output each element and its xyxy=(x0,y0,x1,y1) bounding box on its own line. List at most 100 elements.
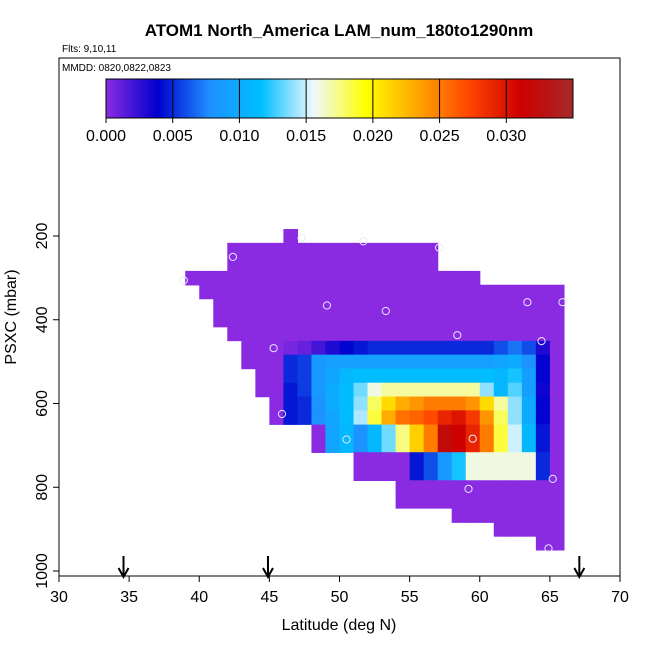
heatmap-cell xyxy=(549,452,565,467)
heatmap-cell xyxy=(437,396,453,412)
heatmap-cell xyxy=(423,312,439,328)
heatmap-cell xyxy=(255,270,270,286)
heatmap-cell xyxy=(549,522,565,537)
flight-point xyxy=(228,252,237,261)
heatmap-cell xyxy=(465,382,481,398)
heatmap-cell xyxy=(479,284,495,300)
heatmap-cell xyxy=(423,424,439,440)
heatmap-cell xyxy=(493,494,509,509)
heatmap-cell xyxy=(339,382,355,398)
heatmap-cell xyxy=(339,312,355,328)
heatmap-cell xyxy=(437,340,453,356)
heatmap-cell xyxy=(493,368,509,384)
heatmap-cell xyxy=(423,480,439,495)
heatmap-cell xyxy=(535,410,551,425)
x-axis-label: Latitude (deg N) xyxy=(282,617,397,634)
heatmap-cell xyxy=(213,298,228,314)
heatmap-cell xyxy=(367,354,383,370)
heatmap-cell xyxy=(381,368,397,384)
heatmap-cell xyxy=(311,354,327,370)
colorbar-bar xyxy=(105,78,574,119)
heatmap-cell xyxy=(395,368,411,384)
heatmap-cell xyxy=(409,340,425,356)
heatmap-cell xyxy=(479,298,495,314)
heatmap-cell xyxy=(297,270,313,286)
heatmap-cell xyxy=(409,242,425,258)
heatmap-cell xyxy=(465,396,481,412)
heatmap-cell xyxy=(395,284,411,300)
heatmap-cell xyxy=(549,508,565,523)
heatmap-cell xyxy=(283,410,299,425)
heatmap-cell xyxy=(283,312,299,328)
heatmap-cell xyxy=(283,298,299,314)
heatmap-cell xyxy=(269,368,284,384)
heatmap-cell xyxy=(311,242,327,258)
heatmap-cell xyxy=(409,284,425,300)
heatmap-cell xyxy=(227,312,242,328)
heatmap-cell xyxy=(521,312,537,328)
flight-point xyxy=(342,435,351,444)
heatmap-cell xyxy=(465,298,481,314)
flight-point xyxy=(544,544,553,553)
heatmap-cell xyxy=(437,312,453,328)
heatmap-cell xyxy=(535,354,551,370)
heatmap-cell xyxy=(549,466,565,481)
heatmap-cell xyxy=(465,284,481,300)
heatmap-cell xyxy=(381,382,397,398)
heatmap-cell xyxy=(339,368,355,384)
heatmap-cell xyxy=(507,410,523,425)
heatmap-cells xyxy=(185,229,565,551)
heatmap-cell xyxy=(241,242,256,258)
heatmap-cell xyxy=(381,257,397,272)
heatmap-cell xyxy=(325,242,341,258)
heatmap-cell xyxy=(367,410,383,425)
heatmap-cell xyxy=(465,424,481,440)
heatmap-cell xyxy=(367,242,383,258)
mmdd-note: MMDD: 0820,0822,0823 xyxy=(62,63,171,74)
heatmap-cell xyxy=(283,382,299,398)
heatmap-cell xyxy=(423,257,439,272)
heatmap-cell xyxy=(549,340,565,356)
heatmap-cell xyxy=(395,257,411,272)
heatmap-cell xyxy=(479,508,495,523)
heatmap-cell xyxy=(451,424,467,440)
heatmap-cell xyxy=(535,494,551,509)
heatmap-cell xyxy=(507,340,523,356)
y-tick-label: 1000 xyxy=(34,553,51,589)
heatmap-cell xyxy=(325,270,341,286)
heatmap-cell xyxy=(423,410,439,425)
heatmap-cell xyxy=(437,424,453,440)
heatmap-cell xyxy=(241,257,256,272)
heatmap-cell xyxy=(423,340,439,356)
x-tick-label: 60 xyxy=(471,589,489,606)
heatmap-cell xyxy=(437,284,453,300)
heatmap-cell xyxy=(381,312,397,328)
heatmap-cell xyxy=(339,284,355,300)
heatmap-cell xyxy=(283,284,299,300)
heatmap-cell xyxy=(353,284,369,300)
heatmap-cell xyxy=(353,326,369,342)
heatmap-cell xyxy=(241,284,256,300)
colorbar-tick-label: 0.010 xyxy=(219,128,259,145)
heatmap-cell xyxy=(535,382,551,398)
y-tick-label: 400 xyxy=(34,306,51,333)
heatmap-cell xyxy=(507,494,523,509)
heatmap-cell xyxy=(409,257,425,272)
heatmap-cell xyxy=(507,312,523,328)
heatmap-cell xyxy=(325,326,341,342)
heatmap-cell xyxy=(381,396,397,412)
heatmap-cell xyxy=(367,438,383,453)
flight-arrow-head xyxy=(262,567,274,580)
heatmap-cell xyxy=(451,494,467,509)
heatmap-cell xyxy=(367,298,383,314)
heatmap-cell xyxy=(241,354,256,370)
heatmap-cell xyxy=(451,312,467,328)
heatmap-cell xyxy=(423,438,439,453)
heatmap-cell xyxy=(395,396,411,412)
heatmap-cell xyxy=(479,368,495,384)
heatmap-cell xyxy=(241,340,256,356)
heatmap-cell xyxy=(283,340,299,356)
heatmap-cell xyxy=(381,242,397,258)
heatmap-cell xyxy=(409,438,425,453)
heatmap-cell xyxy=(311,340,327,356)
